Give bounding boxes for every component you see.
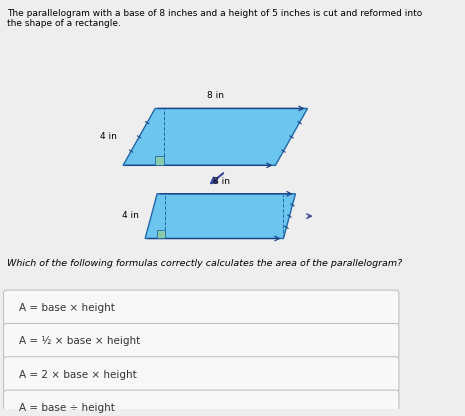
Text: Which of the following formulas correctly calculates the area of the parallelogr: Which of the following formulas correctl… [7, 259, 402, 268]
Text: 8 in: 8 in [213, 178, 230, 186]
Polygon shape [155, 156, 164, 165]
Text: A = 2 × base × height: A = 2 × base × height [19, 370, 137, 380]
Text: A = base × height: A = base × height [19, 303, 115, 313]
FancyBboxPatch shape [4, 323, 399, 359]
FancyBboxPatch shape [4, 290, 399, 326]
FancyBboxPatch shape [4, 390, 399, 416]
Text: A = ½ × base × height: A = ½ × base × height [19, 336, 140, 347]
Text: 8 in: 8 in [207, 92, 224, 100]
Text: 4 in: 4 in [100, 131, 117, 141]
Polygon shape [145, 194, 295, 238]
Text: A = base ÷ height: A = base ÷ height [19, 403, 115, 413]
Text: The parallelogram with a base of 8 inches and a height of 5 inches is cut and re: The parallelogram with a base of 8 inche… [7, 9, 422, 28]
FancyBboxPatch shape [4, 357, 399, 393]
Polygon shape [157, 230, 165, 238]
Polygon shape [123, 109, 307, 165]
Text: 4 in: 4 in [122, 211, 139, 220]
